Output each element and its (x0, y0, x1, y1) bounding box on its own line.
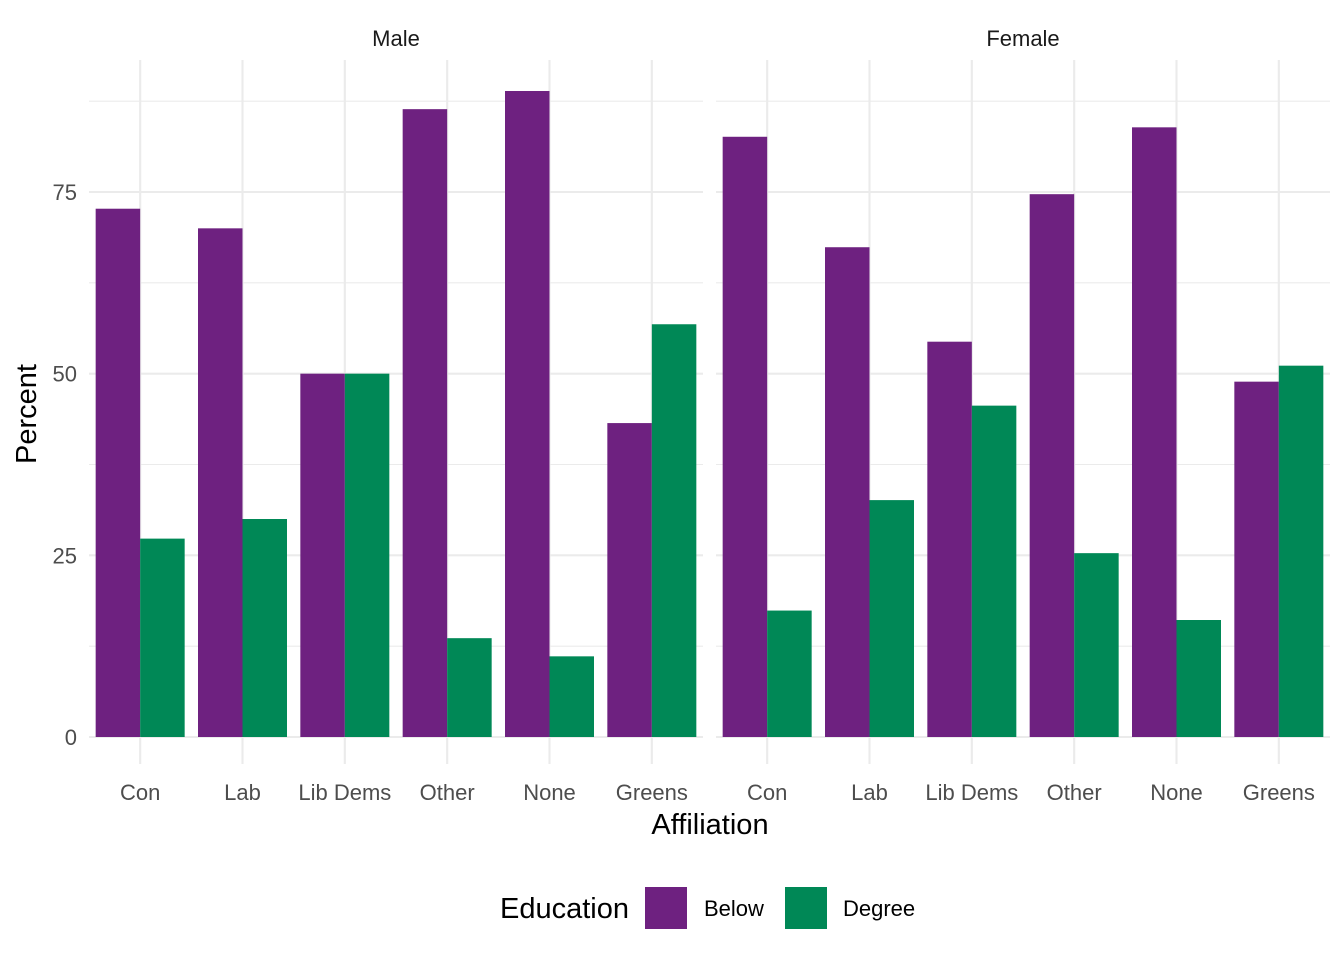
bar-degree-greens (1278, 365, 1324, 737)
bar-below-lib-dems (927, 341, 972, 737)
legend-key-degree (785, 887, 827, 929)
panel-female: Con Lab Lib Dems Other None Greens Female (716, 26, 1330, 805)
bar-below-con (95, 208, 141, 738)
facet-label: Male (372, 26, 420, 51)
bar-degree-lab (869, 500, 914, 737)
facet-label: Female (986, 26, 1059, 51)
legend: Education Below Degree (500, 887, 915, 929)
bar-below-other (402, 109, 448, 737)
x-tick-label: Lib Dems (925, 780, 1018, 805)
x-tick-label: None (523, 780, 576, 805)
x-tick-label: Other (420, 780, 475, 805)
bar-below-greens (607, 423, 652, 737)
y-tick-label: 25 (53, 543, 77, 568)
legend-label-below: Below (704, 896, 764, 921)
bar-degree-con (140, 538, 185, 737)
legend-label-degree: Degree (843, 896, 915, 921)
bar-below-lab (198, 228, 243, 738)
y-tick-label: 50 (53, 362, 77, 387)
y-tick-label: 75 (53, 180, 77, 205)
bar-below-none (1132, 127, 1177, 738)
bar-degree-greens (651, 324, 697, 737)
bar-below-greens (1234, 381, 1279, 737)
panel-male: Con Lab Lib Dems Other None Greens Male (89, 26, 703, 805)
bar-degree-none (549, 656, 594, 737)
x-tick-label: Lib Dems (298, 780, 391, 805)
bar-degree-other (1074, 553, 1119, 737)
bar-below-none (505, 90, 550, 737)
x-tick-label: Con (120, 780, 160, 805)
bar-below-con (722, 136, 768, 738)
y-tick-label: 0 (65, 725, 77, 750)
x-tick-label: Con (747, 780, 787, 805)
bar-degree-lib-dems (344, 373, 390, 737)
bar-degree-lib-dems (971, 405, 1017, 737)
bar-below-other (1029, 194, 1075, 737)
bar-degree-none (1176, 620, 1221, 737)
bar-degree-lab (242, 519, 287, 737)
x-tick-label: Other (1047, 780, 1102, 805)
legend-key-below (645, 887, 687, 929)
bar-below-lib-dems (300, 373, 345, 737)
x-tick-label: Lab (224, 780, 261, 805)
x-axis-title: Affiliation (651, 809, 768, 841)
x-tick-label: Greens (1243, 780, 1315, 805)
bar-below-lab (825, 247, 870, 737)
x-tick-label: None (1150, 780, 1203, 805)
legend-title: Education (500, 893, 629, 925)
y-axis-title: Percent (11, 364, 43, 464)
bar-degree-con (767, 610, 812, 737)
bar-degree-other (447, 638, 492, 737)
x-tick-label: Greens (616, 780, 688, 805)
chart-panels: Con Lab Lib Dems Other None Greens Male Con Lab L… (53, 26, 1330, 805)
x-tick-label: Lab (851, 780, 888, 805)
